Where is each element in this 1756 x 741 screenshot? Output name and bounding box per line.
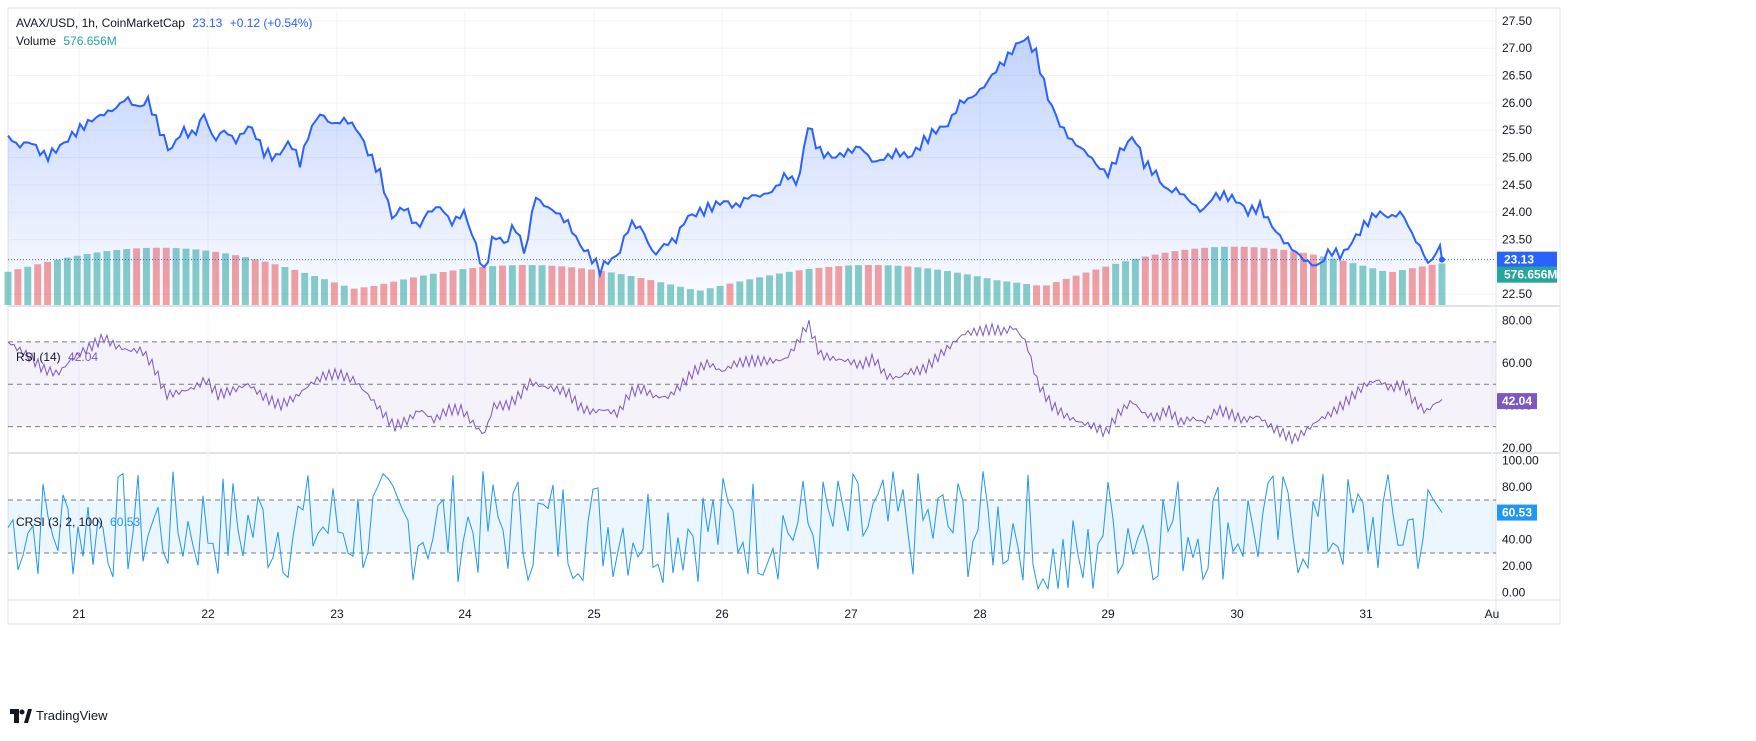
last-price-value: 23.13 [192, 16, 223, 30]
x-tick-label: 28 [973, 607, 987, 621]
price-tick-label: 27.50 [1502, 14, 1532, 28]
x-tick-label: 30 [1230, 607, 1244, 621]
last-price-badge [1497, 251, 1557, 268]
volume-title[interactable]: Volume [16, 34, 57, 48]
price-tick-label: 25.00 [1502, 151, 1532, 165]
x-tick-label: 29 [1101, 607, 1115, 621]
price-tick-label: 24.00 [1502, 205, 1532, 219]
crsi-tick-label: 20.00 [1502, 559, 1532, 573]
crsi-value: 60.53 [110, 515, 141, 529]
rsi-tick-label: 20.00 [1502, 441, 1532, 455]
crsi-tick-label: 40.00 [1502, 533, 1532, 547]
brand-name: TradingView [36, 708, 108, 723]
rsi-line [7, 320, 1443, 446]
price-tick-label: 22.50 [1502, 287, 1532, 301]
price-legend: AVAX/USD, 1h, CoinMarketCap 23.13 +0.12 … [16, 16, 316, 30]
price-tick-label: 27.00 [1502, 41, 1532, 55]
crsi-line [7, 471, 1443, 591]
crsi-badge-label: 60.53 [1502, 506, 1532, 520]
x-tick-label: 27 [844, 607, 858, 621]
last-price-dot [1439, 256, 1445, 263]
rsi-legend: RSI (14) 42.04 [16, 350, 102, 364]
x-tick-label: 26 [715, 607, 729, 621]
x-tick-label: 21 [72, 607, 86, 621]
price-tick-label: 25.50 [1502, 123, 1532, 137]
price-area [8, 37, 1442, 305]
symbol-title[interactable]: AVAX/USD, 1h, CoinMarketCap [16, 16, 185, 30]
tradingview-logo[interactable]: TradingView [10, 708, 108, 723]
crsi-title[interactable]: CRSI (3, 2, 100) [16, 515, 103, 529]
price-change-value: +0.12 (+0.54%) [229, 16, 313, 30]
volume-badge [1497, 266, 1557, 283]
x-tick-label: 23 [330, 607, 344, 621]
price-tick-label: 24.50 [1502, 178, 1532, 192]
chart-frame [7, 7, 1561, 625]
rsi-value: 42.04 [68, 350, 99, 364]
x-tick-label: Au [1485, 607, 1500, 621]
rsi-tick-label: 80.00 [1502, 314, 1532, 328]
crsi-tick-label: 100.00 [1502, 453, 1539, 467]
rsi-title[interactable]: RSI (14) [16, 350, 61, 364]
x-tick-label: 24 [458, 607, 472, 621]
crsi-badge [1497, 504, 1537, 521]
volume-badge-label: 576.656M [1504, 268, 1557, 282]
crsi-tick-label: 80.00 [1502, 480, 1532, 494]
volume-legend: Volume 576.656M [16, 34, 121, 48]
x-tick-label: 22 [201, 607, 215, 621]
price-line [7, 35, 1443, 279]
x-tick-label: 25 [587, 607, 601, 621]
price-tick-label: 26.50 [1502, 69, 1532, 83]
rsi-badge-label: 42.04 [1502, 394, 1532, 408]
rsi-badge [1497, 393, 1537, 410]
last-price-label: 23.13 [1504, 253, 1534, 267]
rsi-tick-label: 60.00 [1502, 356, 1532, 370]
price-tick-label: 23.50 [1502, 232, 1532, 246]
x-tick-label: 31 [1359, 607, 1373, 621]
tradingview-logo-icon [10, 708, 32, 723]
crsi-tick-label: 0.00 [1502, 586, 1526, 600]
crsi-legend: CRSI (3, 2, 100) 60.53 [16, 515, 144, 529]
price-tick-label: 26.00 [1502, 96, 1532, 110]
volume-value: 576.656M [63, 34, 117, 48]
